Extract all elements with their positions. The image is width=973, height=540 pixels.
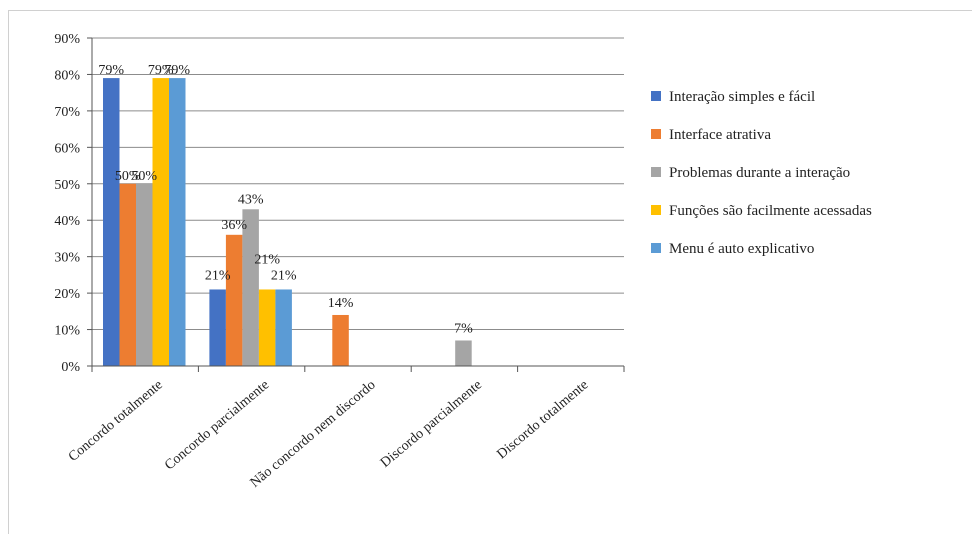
legend-item: Funções são facilmente acessadas bbox=[651, 203, 872, 219]
data-label: 21% bbox=[271, 268, 297, 283]
data-label: 7% bbox=[454, 321, 473, 336]
x-category-label: Não concordo nem discordo bbox=[248, 378, 379, 491]
legend-item: Interação simples e fácil bbox=[651, 89, 815, 105]
legend-swatch bbox=[651, 205, 661, 215]
bar bbox=[169, 78, 186, 366]
data-label: 50% bbox=[131, 169, 157, 184]
legend-swatch bbox=[651, 167, 661, 177]
bar bbox=[103, 78, 120, 366]
bar bbox=[242, 209, 259, 366]
legend-label: Interação simples e fácil bbox=[669, 89, 815, 105]
bar bbox=[455, 340, 472, 366]
data-label: 21% bbox=[205, 268, 231, 283]
legend-item: Problemas durante a interação bbox=[651, 165, 850, 181]
data-label: 50% bbox=[115, 169, 141, 184]
y-tick-label: 0% bbox=[61, 360, 80, 375]
x-category-label: Discordo totalmente bbox=[494, 378, 591, 463]
bar bbox=[225, 234, 243, 366]
y-tick-label: 90% bbox=[54, 32, 80, 47]
legend-item: Interface atrativa bbox=[651, 127, 771, 143]
bar bbox=[275, 289, 292, 366]
data-label: 21% bbox=[254, 252, 280, 267]
axes bbox=[91, 38, 625, 372]
bar-chart: 0% 10% 20% 30% 40% 50% 60% 70% 80% 90% 79% 21% 50% 3… bbox=[54, 32, 872, 491]
data-labels: 79% 21% 50% 36% 14% 50% 43% 7% 79% 21% 79% 21% bbox=[98, 63, 473, 336]
y-axis-ticks: 0% 10% 20% 30% 40% 50% 60% 70% 80% 90% bbox=[54, 32, 92, 375]
data-label: 79% bbox=[98, 63, 124, 78]
legend-label: Funções são facilmente acessadas bbox=[669, 203, 872, 219]
y-tick-label: 10% bbox=[54, 324, 80, 339]
legend-label: Menu é auto explicativo bbox=[669, 241, 814, 257]
data-label: 14% bbox=[328, 296, 354, 311]
x-category-label: Concordo parcialmente bbox=[162, 378, 272, 474]
legend-swatch bbox=[651, 91, 661, 101]
legend-label: Interface atrativa bbox=[669, 127, 771, 143]
y-tick-label: 30% bbox=[54, 251, 80, 266]
data-label: 36% bbox=[221, 218, 247, 233]
legend-label: Problemas durante a interação bbox=[669, 165, 850, 181]
bars bbox=[103, 78, 472, 366]
bar bbox=[119, 183, 136, 366]
data-label: 43% bbox=[238, 192, 264, 207]
y-tick-label: 50% bbox=[54, 178, 80, 193]
x-category-label: Discordo parcialmente bbox=[378, 378, 485, 471]
y-tick-label: 70% bbox=[54, 105, 80, 120]
data-label: 79% bbox=[148, 63, 174, 78]
bar bbox=[332, 314, 349, 366]
legend-swatch bbox=[651, 243, 661, 253]
y-tick-label: 60% bbox=[54, 141, 80, 156]
y-tick-label: 40% bbox=[54, 214, 80, 229]
data-label: 79% bbox=[164, 63, 190, 78]
bar bbox=[209, 289, 226, 366]
x-category-label: Concordo totalmente bbox=[66, 378, 166, 465]
bar bbox=[152, 78, 169, 366]
chart-frame: 0% 10% 20% 30% 40% 50% 60% 70% 80% 90% 79% 21% 50% 3… bbox=[8, 10, 972, 534]
y-tick-label: 20% bbox=[54, 287, 80, 302]
y-tick-label: 80% bbox=[54, 68, 80, 83]
bar bbox=[136, 183, 153, 366]
legend-swatch bbox=[651, 129, 661, 139]
legend: Interação simples e fácil Interface atrat… bbox=[651, 89, 872, 257]
bar bbox=[258, 289, 276, 366]
legend-item: Menu é auto explicativo bbox=[651, 241, 814, 257]
